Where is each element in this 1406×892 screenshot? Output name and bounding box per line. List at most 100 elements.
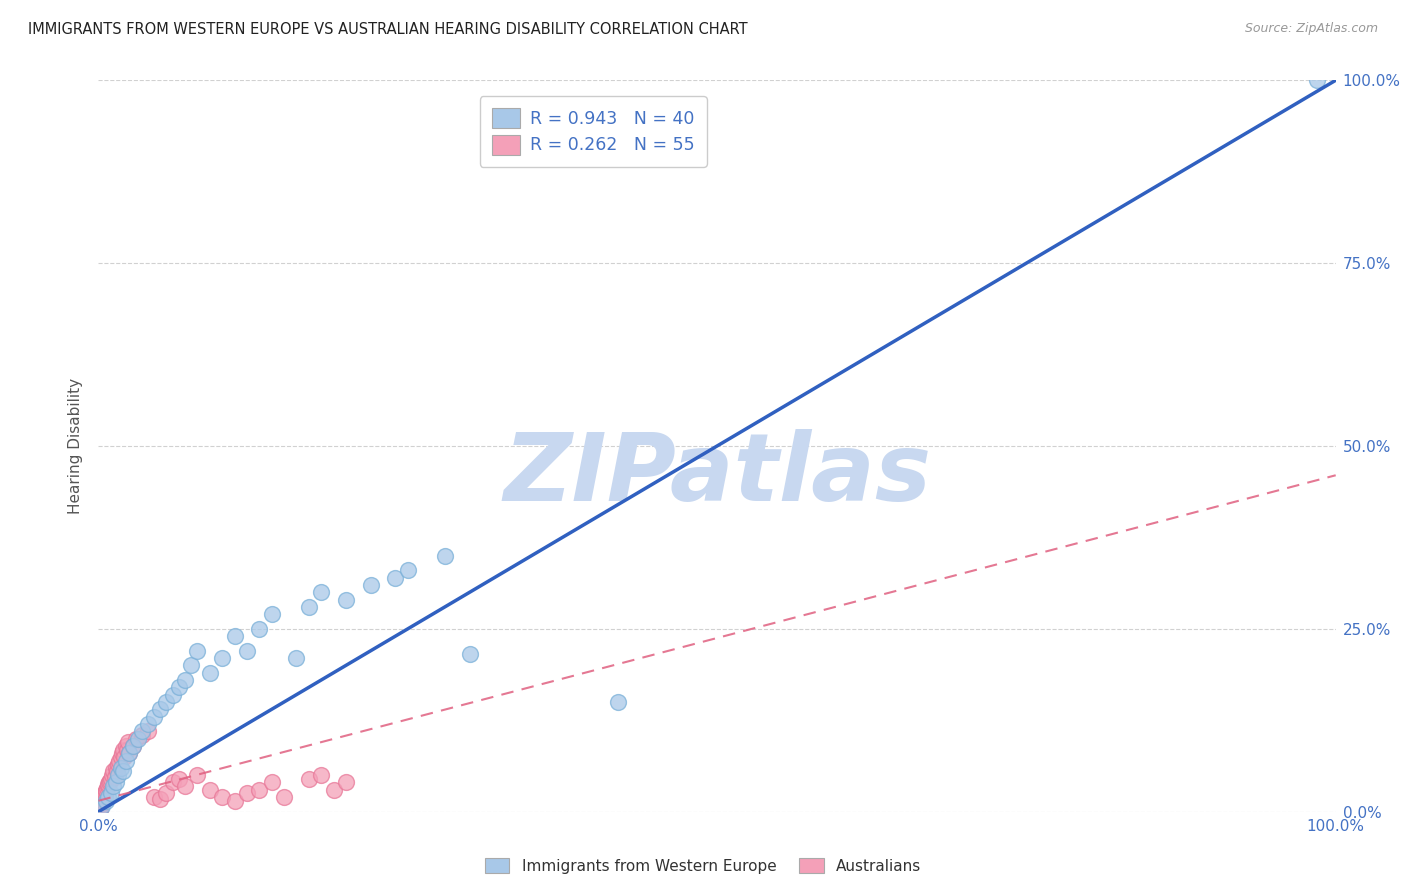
Point	[298, 599, 321, 614]
Point	[607, 695, 630, 709]
Point	[94, 794, 117, 808]
Point	[236, 644, 259, 658]
Point	[97, 775, 120, 789]
Point	[114, 754, 136, 768]
Point	[94, 784, 117, 798]
Point	[124, 731, 146, 746]
Point	[96, 781, 118, 796]
Point	[90, 797, 112, 812]
Point	[100, 787, 122, 801]
Point	[98, 774, 121, 789]
Point	[131, 724, 153, 739]
Point	[104, 775, 127, 789]
Point	[97, 790, 120, 805]
Point	[260, 607, 283, 622]
Text: IMMIGRANTS FROM WESTERN EUROPE VS AUSTRALIAN HEARING DISABILITY CORRELATION CHAR: IMMIGRANTS FROM WESTERN EUROPE VS AUSTRA…	[28, 22, 748, 37]
Point	[155, 695, 177, 709]
Y-axis label: Hearing Disability: Hearing Disability	[67, 378, 83, 514]
Point	[89, 801, 111, 815]
Point	[110, 749, 132, 764]
Point	[143, 709, 166, 723]
Point	[458, 648, 481, 662]
Point	[162, 775, 184, 789]
Point	[112, 742, 135, 756]
Point	[309, 585, 332, 599]
Text: Source: ZipAtlas.com: Source: ZipAtlas.com	[1244, 22, 1378, 36]
Point	[101, 768, 124, 782]
Point	[335, 775, 357, 789]
Point	[117, 735, 139, 749]
Point	[247, 622, 270, 636]
Point	[104, 761, 127, 775]
Point	[285, 651, 308, 665]
Point	[167, 681, 190, 695]
Point	[122, 739, 145, 753]
Point	[174, 673, 197, 687]
Point	[107, 768, 129, 782]
Point	[103, 779, 125, 793]
Point	[298, 772, 321, 786]
Point	[309, 768, 332, 782]
Point	[149, 791, 172, 805]
Point	[103, 770, 125, 784]
Point	[143, 790, 166, 805]
Point	[396, 563, 419, 577]
Point	[260, 775, 283, 789]
Point	[90, 798, 112, 813]
Point	[122, 739, 145, 753]
Point	[93, 789, 115, 803]
Point	[211, 790, 233, 805]
Point	[112, 764, 135, 779]
Point	[110, 761, 132, 775]
Point	[94, 787, 117, 801]
Point	[114, 739, 136, 753]
Point	[136, 717, 159, 731]
Point	[335, 592, 357, 607]
Point	[167, 772, 190, 786]
Legend: R = 0.943   N = 40, R = 0.262   N = 55: R = 0.943 N = 40, R = 0.262 N = 55	[479, 96, 707, 167]
Point	[136, 724, 159, 739]
Point	[93, 791, 115, 805]
Point	[180, 658, 202, 673]
Point	[91, 798, 114, 813]
Point	[198, 782, 221, 797]
Point	[211, 651, 233, 665]
Legend: Immigrants from Western Europe, Australians: Immigrants from Western Europe, Australi…	[479, 852, 927, 880]
Text: ZIPatlas: ZIPatlas	[503, 429, 931, 521]
Point	[100, 772, 122, 786]
Point	[89, 803, 111, 817]
Point	[131, 728, 153, 742]
Point	[118, 746, 141, 760]
Point	[103, 764, 125, 779]
Point	[155, 787, 177, 801]
Point	[433, 549, 456, 563]
Point	[91, 796, 114, 810]
Point	[93, 790, 115, 805]
Point	[384, 571, 406, 585]
Point	[360, 578, 382, 592]
Point	[112, 749, 135, 764]
Point	[115, 742, 138, 756]
Point	[118, 746, 141, 760]
Point	[127, 731, 149, 746]
Point	[322, 782, 344, 797]
Point	[1306, 73, 1329, 87]
Point	[107, 757, 129, 772]
Point	[224, 794, 246, 808]
Point	[174, 779, 197, 793]
Point	[247, 782, 270, 797]
Point	[162, 688, 184, 702]
Point	[97, 777, 120, 791]
Point	[108, 754, 131, 768]
Point	[273, 790, 295, 805]
Point	[198, 665, 221, 680]
Point	[111, 746, 134, 760]
Point	[224, 629, 246, 643]
Point	[105, 764, 128, 779]
Point	[149, 702, 172, 716]
Point	[96, 782, 118, 797]
Point	[186, 644, 208, 658]
Point	[236, 787, 259, 801]
Point	[97, 779, 120, 793]
Point	[186, 768, 208, 782]
